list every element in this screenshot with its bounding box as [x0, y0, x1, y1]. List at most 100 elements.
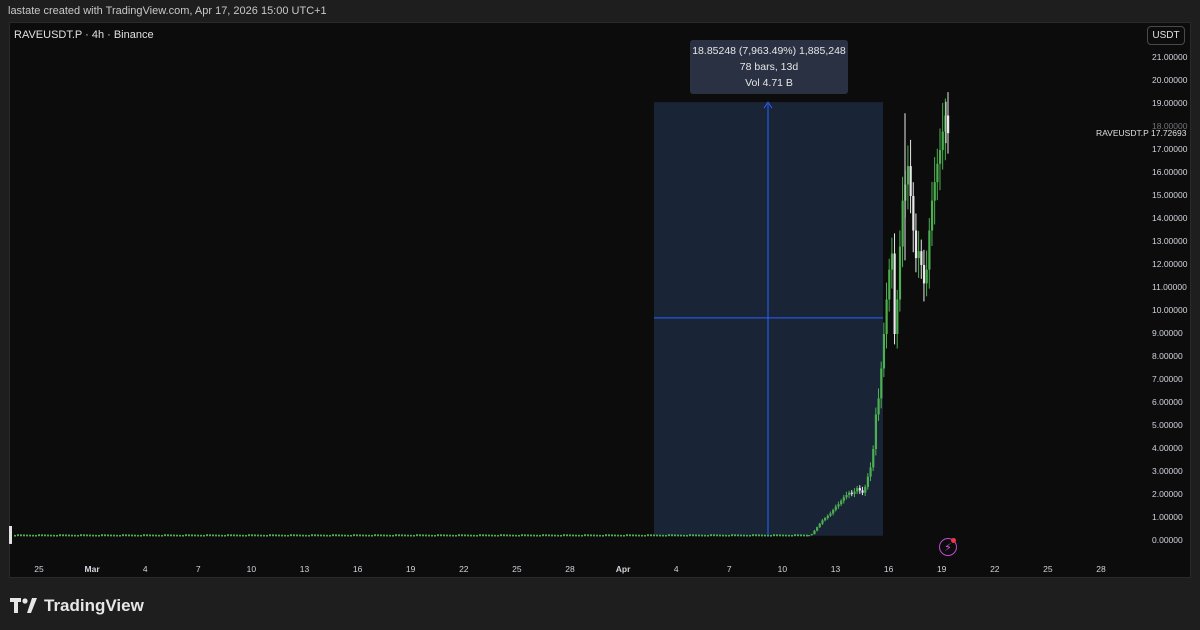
candle — [464, 534, 466, 537]
price-tick-label: 13.00000 — [1152, 236, 1188, 246]
candle — [728, 534, 730, 537]
candle — [599, 534, 601, 537]
candle — [443, 534, 445, 537]
tradingview-logo-icon — [10, 598, 37, 613]
currency-button[interactable]: USDT — [1147, 26, 1185, 45]
candle — [440, 534, 442, 537]
candle — [38, 534, 40, 537]
candle — [47, 534, 49, 537]
candle — [80, 534, 82, 537]
candle — [545, 534, 547, 537]
candle — [925, 269, 928, 284]
candle — [455, 534, 457, 537]
time-tick-label: 22 — [990, 564, 1000, 574]
candle — [944, 115, 947, 132]
candle — [500, 534, 502, 537]
candle — [125, 534, 127, 537]
time-tick-label: Mar — [84, 564, 100, 574]
candle — [548, 534, 550, 537]
candle — [656, 534, 658, 537]
candle — [422, 534, 424, 537]
candle — [128, 534, 130, 537]
candle — [596, 534, 598, 537]
candle — [29, 534, 31, 537]
candle — [434, 534, 436, 537]
candle — [446, 534, 448, 537]
candle — [245, 534, 247, 537]
candle — [813, 530, 816, 535]
candle — [824, 518, 827, 521]
candle — [764, 534, 766, 537]
candle — [305, 534, 307, 537]
candle — [587, 534, 589, 537]
candle — [182, 534, 184, 537]
candle — [110, 534, 112, 537]
candle — [395, 534, 397, 537]
candle — [749, 534, 751, 537]
candle — [302, 534, 304, 537]
candle — [197, 534, 199, 537]
candle — [677, 534, 679, 537]
price-tick-label: 15.00000 — [1152, 190, 1188, 200]
candle — [877, 398, 880, 415]
candle — [230, 534, 232, 537]
candle — [641, 534, 643, 537]
candle — [864, 486, 867, 493]
candle — [98, 534, 100, 537]
candle — [41, 534, 43, 537]
candle — [185, 534, 187, 537]
candle — [776, 534, 778, 537]
candle — [716, 534, 718, 537]
tradingview-wordmark: TradingView — [44, 596, 144, 615]
candle — [368, 534, 370, 537]
price-tick-label: 7.00000 — [1152, 374, 1183, 384]
candle — [686, 534, 688, 537]
candle — [659, 534, 661, 537]
chart-pane[interactable] — [9, 22, 1191, 578]
candle — [71, 534, 73, 537]
candle — [665, 534, 667, 537]
candle — [674, 534, 676, 537]
candle — [386, 534, 388, 537]
candle — [407, 534, 409, 537]
candle — [50, 534, 52, 537]
candle — [758, 534, 760, 537]
candle — [882, 334, 886, 369]
measure-change: 18.85248 (7,963.49%) 1,885,248 — [692, 45, 846, 57]
candle — [797, 534, 799, 537]
price-tick-label: 0.00000 — [1152, 535, 1183, 545]
candle — [338, 534, 340, 537]
candle — [278, 534, 280, 537]
candle — [743, 534, 745, 537]
candle — [832, 509, 835, 514]
candle — [539, 534, 541, 537]
candle — [638, 534, 640, 537]
candle — [581, 534, 583, 537]
candle — [536, 534, 538, 537]
price-tick-label: 16.00000 — [1152, 167, 1188, 177]
candle — [575, 534, 577, 537]
candle — [107, 534, 109, 537]
candle — [14, 534, 16, 537]
attribution-header: lastate created with TradingView.com, Ap… — [0, 0, 1200, 22]
time-tick-label: 13 — [299, 564, 310, 574]
lightning-icon[interactable]: ⚡ — [939, 538, 957, 556]
price-tick-label: 10.00000 — [1152, 305, 1188, 315]
candle — [281, 534, 283, 537]
candle — [936, 163, 939, 183]
candle — [533, 534, 535, 537]
candle — [719, 534, 721, 537]
candle — [578, 534, 580, 537]
candle — [200, 534, 202, 537]
candle — [458, 534, 460, 537]
candle — [629, 534, 631, 537]
candle — [800, 534, 802, 537]
candle — [473, 534, 475, 537]
time-tick-label: 28 — [1096, 564, 1106, 574]
measure-arrow-head — [763, 101, 773, 109]
last-price-symbol-label: RAVEUSDT.P — [1096, 128, 1149, 138]
footer-bar — [0, 578, 1200, 630]
time-tick-label: 4 — [142, 564, 148, 574]
candle — [44, 534, 46, 537]
